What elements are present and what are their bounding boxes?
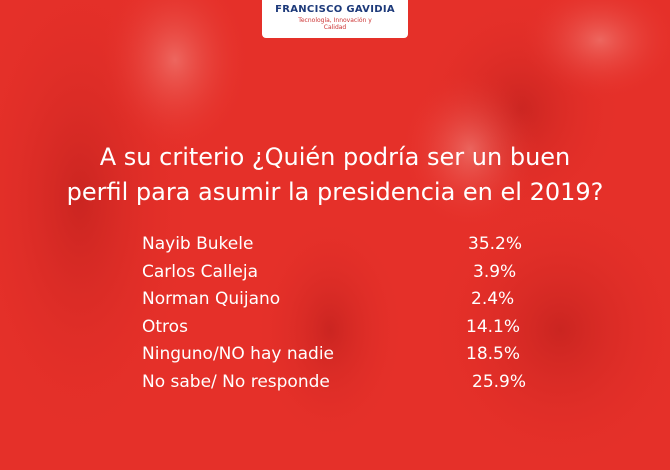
title-line: perfil para asumir la presidencia en el … <box>66 178 604 206</box>
percentage: 18.5% <box>466 344 521 365</box>
percentage: 14.1% <box>466 316 521 337</box>
percentage: 2.4% <box>471 289 515 310</box>
candidate-name: Norman Quijano <box>142 289 281 310</box>
candidate-name: Otros <box>142 316 188 337</box>
institution: FRANCISCO GAVIDIA <box>275 4 395 15</box>
percentage: 3.9% <box>473 261 517 282</box>
candidate-name: Nayib Bukele <box>142 234 254 254</box>
tagline: Tecnología, Innovación y Calidad <box>298 17 372 31</box>
candidate-name: Ninguno/NO hay nadie <box>142 344 335 365</box>
logo: FRANCISCO GAVIDIA Tecnología, Innovación… <box>262 0 408 38</box>
title-line: A su criterio ¿Quién podría ser un buen <box>99 143 571 171</box>
percentage: 35.2% <box>468 234 523 254</box>
candidate-name: Carlos Calleja <box>142 261 258 282</box>
candidate-name: No sabe/ No responde <box>142 372 330 392</box>
percentage: 25.9% <box>472 372 527 392</box>
